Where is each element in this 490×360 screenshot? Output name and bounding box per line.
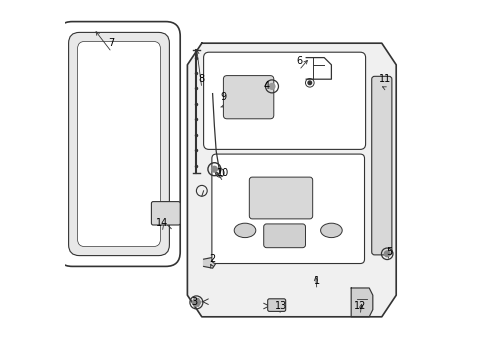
Text: 4: 4: [264, 81, 270, 91]
FancyBboxPatch shape: [264, 224, 305, 248]
Ellipse shape: [234, 223, 256, 238]
Text: 11: 11: [379, 74, 392, 84]
Ellipse shape: [320, 223, 342, 238]
Circle shape: [269, 84, 275, 89]
Text: 10: 10: [217, 168, 229, 178]
FancyBboxPatch shape: [268, 299, 286, 311]
Circle shape: [308, 81, 312, 85]
Circle shape: [212, 166, 217, 172]
Text: 12: 12: [354, 301, 367, 311]
Text: 14: 14: [156, 218, 169, 228]
FancyBboxPatch shape: [69, 32, 170, 256]
Text: 13: 13: [275, 301, 287, 311]
Polygon shape: [351, 288, 373, 317]
Text: 6: 6: [296, 56, 302, 66]
FancyBboxPatch shape: [223, 76, 274, 119]
Text: 2: 2: [210, 254, 216, 264]
Polygon shape: [192, 299, 201, 306]
FancyBboxPatch shape: [204, 52, 366, 149]
FancyBboxPatch shape: [77, 41, 160, 247]
Polygon shape: [204, 257, 216, 268]
Polygon shape: [187, 43, 396, 317]
Text: 8: 8: [199, 74, 205, 84]
Text: 1: 1: [314, 276, 320, 286]
FancyBboxPatch shape: [151, 202, 180, 225]
Text: 7: 7: [109, 38, 115, 48]
FancyBboxPatch shape: [249, 177, 313, 219]
FancyBboxPatch shape: [372, 76, 392, 255]
Text: 9: 9: [220, 92, 226, 102]
Circle shape: [384, 251, 390, 257]
Text: 3: 3: [192, 297, 197, 307]
Text: 5: 5: [386, 247, 392, 257]
FancyBboxPatch shape: [212, 154, 365, 264]
